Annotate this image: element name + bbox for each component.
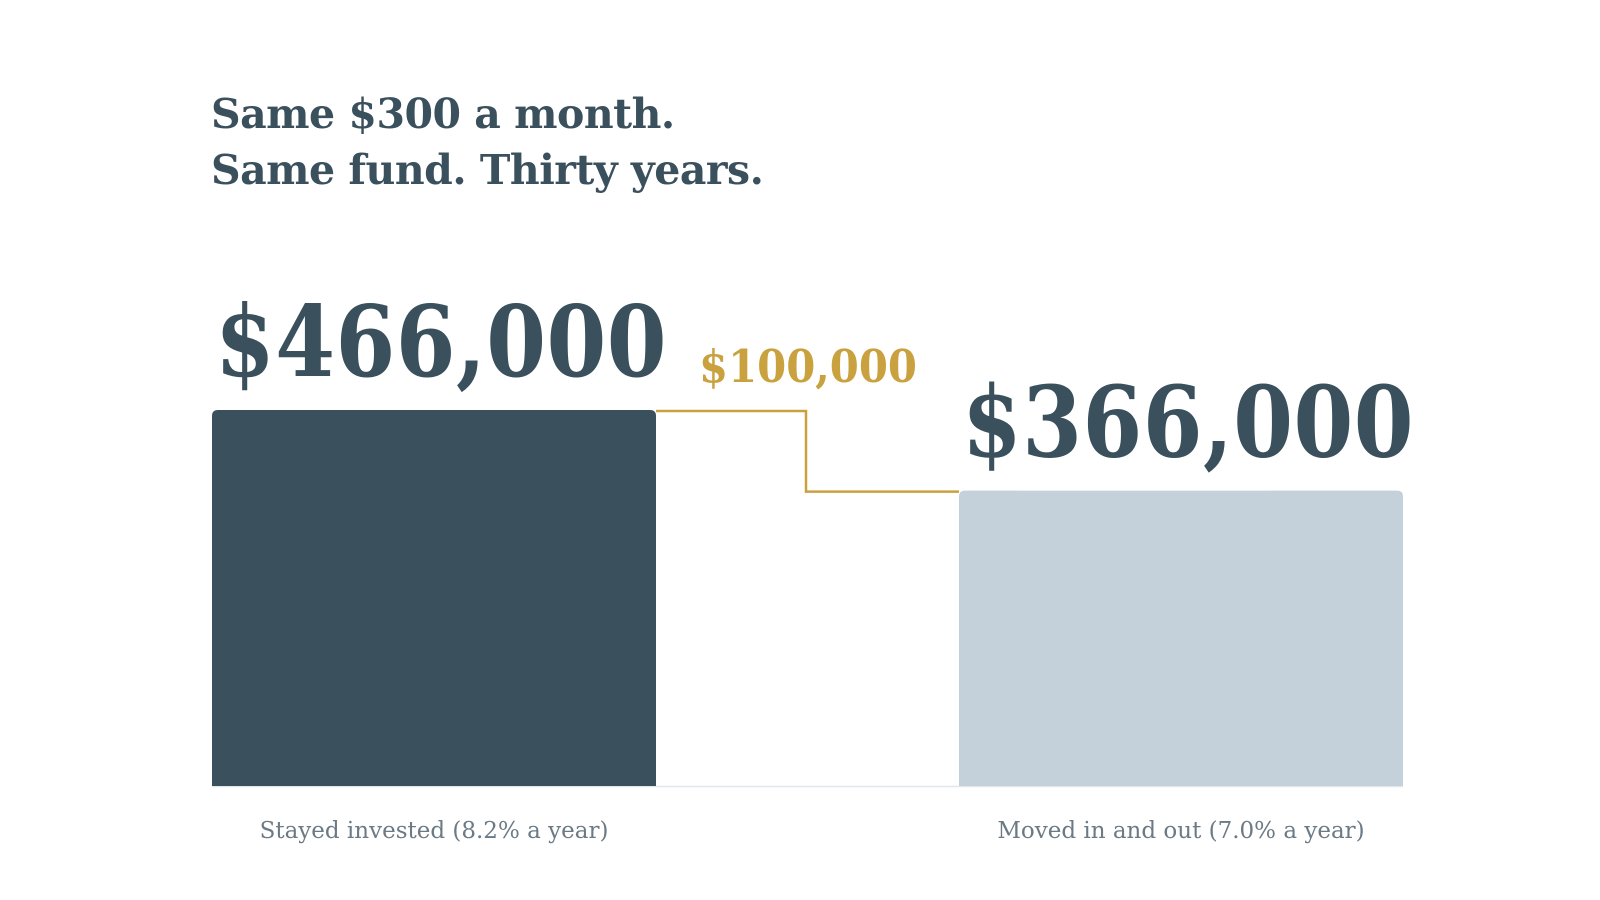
bar-value-label-stayed: $466,000 <box>215 285 667 400</box>
difference-value-label: $100,000 <box>699 340 917 393</box>
chart-title-line-1: Same $300 a month. <box>211 90 675 138</box>
chart-title: Same $300 a month. Same fund. Thirty yea… <box>211 86 764 198</box>
bar-value-label-moved: $366,000 <box>962 366 1414 481</box>
chart-title-line-2: Same fund. Thirty years. <box>211 146 764 194</box>
category-label-stayed: Stayed invested (8.2% a year) <box>260 818 609 844</box>
bar-moved <box>959 490 1403 786</box>
difference-connector-line <box>656 409 959 493</box>
bar-stayed <box>212 410 656 786</box>
category-label-moved: Moved in and out (7.0% a year) <box>997 818 1364 844</box>
